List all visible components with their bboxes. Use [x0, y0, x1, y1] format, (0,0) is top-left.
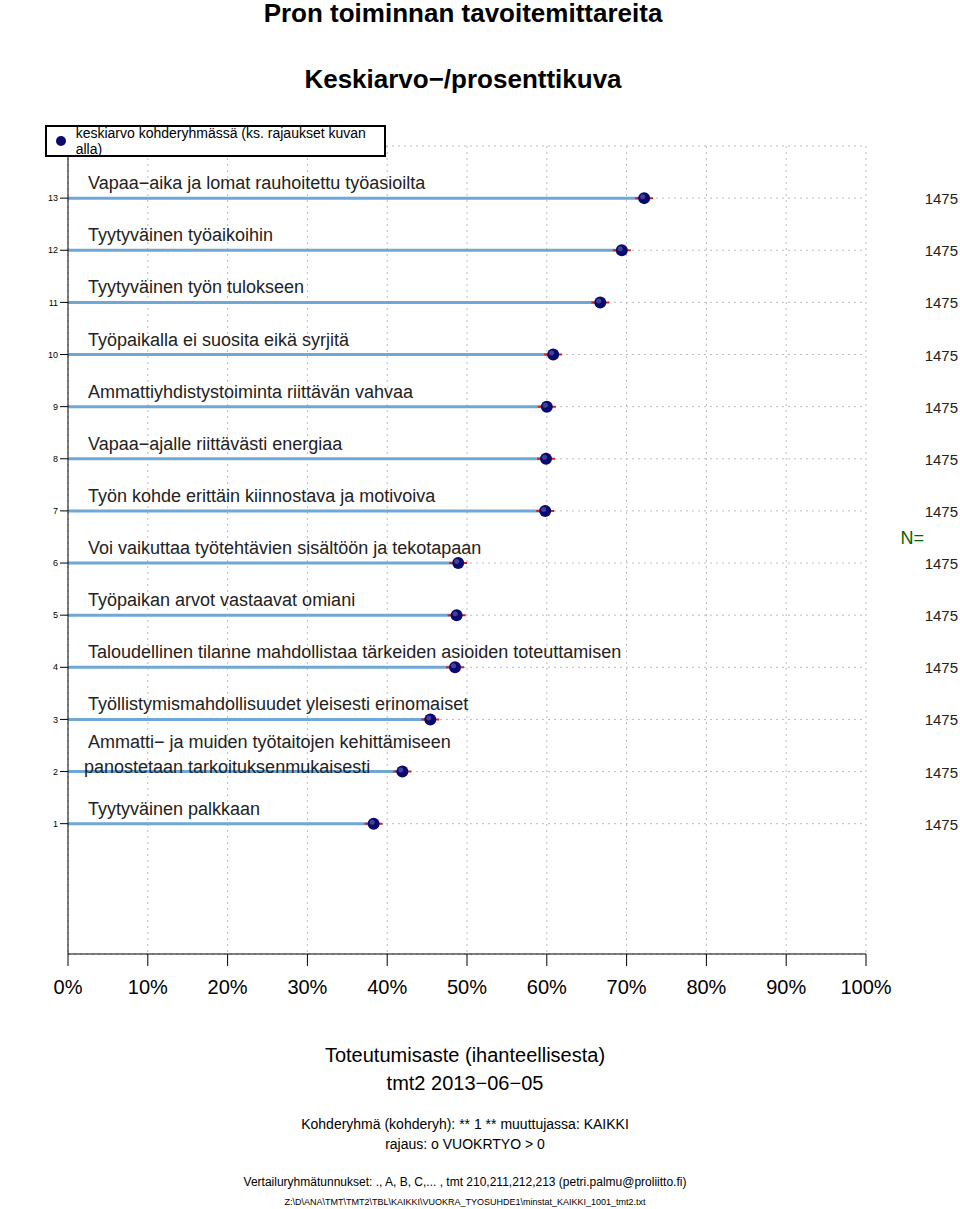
svg-text:9: 9 [53, 402, 58, 412]
svg-text:1475: 1475 [925, 659, 952, 676]
svg-text:40%: 40% [367, 976, 407, 998]
svg-text:Vapaa−ajalle riittävästi energ: Vapaa−ajalle riittävästi energiaa [88, 434, 343, 454]
svg-text:70%: 70% [607, 976, 647, 998]
svg-text:1475: 1475 [925, 555, 952, 572]
svg-text:3: 3 [53, 715, 58, 725]
svg-text:1475: 1475 [925, 399, 952, 416]
svg-text:Tyytyväinen työn tulokseen: Tyytyväinen työn tulokseen [88, 277, 304, 297]
svg-text:10%: 10% [128, 976, 168, 998]
svg-text:1475: 1475 [925, 190, 952, 207]
html-text:rajaus: o VUOKRTYO > 0: rajaus: o VUOKRTYO > 0 [385, 1136, 545, 1152]
svg-text:Ammatti− ja muiden työtaitojen: Ammatti− ja muiden työtaitojen kehittämi… [88, 732, 451, 752]
svg-text:5: 5 [53, 610, 58, 620]
svg-text:1475: 1475 [925, 764, 952, 781]
html-text:Keskiarvo−/prosenttikuva: Keskiarvo−/prosenttikuva [304, 64, 622, 94]
svg-text:12: 12 [48, 245, 58, 255]
svg-text:Tyytyväinen palkkaan: Tyytyväinen palkkaan [88, 799, 260, 819]
svg-text:100%: 100% [840, 976, 891, 998]
html-text:Kohderyhmä (kohderyh): ** 1 **: Kohderyhmä (kohderyh): ** 1 ** muuttujas… [301, 1116, 629, 1132]
svg-text:1475: 1475 [925, 451, 952, 468]
svg-text:Tyytyväinen työaikoihin: Tyytyväinen työaikoihin [88, 225, 273, 245]
svg-text:Työpaikan arvot vastaavat omia: Työpaikan arvot vastaavat omiani [88, 590, 355, 610]
html-text:keskiarvo kohderyhmässä (ks. r: keskiarvo kohderyhmässä (ks. rajaukset k… [75, 125, 366, 157]
svg-text:6: 6 [53, 558, 58, 568]
svg-text:1: 1 [53, 819, 58, 829]
html-text:Z:\D\ANA\TMT\TMT2\TBL\KAIKKI\V: Z:\D\ANA\TMT\TMT2\TBL\KAIKKI\VUOKRA_TYOS… [284, 1197, 646, 1207]
svg-text:Työpaikalla ei suosita eikä sy: Työpaikalla ei suosita eikä syrjitä [88, 330, 350, 350]
html-text:Vertailuryhmätunnukset: ., A,: Vertailuryhmätunnukset: ., A, B, C,... ,… [243, 1175, 687, 1189]
svg-text:Ammattiyhdistystoiminta riittä: Ammattiyhdistystoiminta riittävän vahvaa [88, 382, 414, 402]
svg-text:Työn kohde erittäin kiinnostav: Työn kohde erittäin kiinnostava ja motiv… [88, 486, 436, 506]
svg-text:1475: 1475 [925, 242, 952, 259]
svg-text:1475: 1475 [925, 816, 952, 833]
html-text:Toteutumisaste (ihanteellisest: Toteutumisaste (ihanteellisesta) [324, 1044, 606, 1066]
svg-text:0%: 0% [54, 976, 83, 998]
svg-text:1475: 1475 [925, 711, 952, 728]
svg-text:8: 8 [53, 454, 58, 464]
svg-text:1475: 1475 [925, 347, 952, 364]
svg-text:2: 2 [53, 767, 58, 777]
svg-text:90%: 90% [766, 976, 806, 998]
svg-text:50%: 50% [447, 976, 487, 998]
svg-text:1475: 1475 [925, 503, 952, 520]
html-text:tmt2 2013−06−05: tmt2 2013−06−05 [386, 1072, 544, 1094]
svg-text:13: 13 [48, 193, 58, 203]
html-text:N=: N= [900, 528, 924, 548]
svg-text:4: 4 [53, 662, 58, 672]
svg-text:Työllistymismahdollisuudet yle: Työllistymismahdollisuudet yleisesti eri… [88, 694, 468, 714]
svg-text:10: 10 [48, 350, 58, 360]
svg-text:Voi vaikuttaa työtehtävien sis: Voi vaikuttaa työtehtävien sisältöön ja … [88, 538, 481, 558]
svg-text:7: 7 [53, 506, 58, 516]
svg-text:1475: 1475 [925, 607, 952, 624]
svg-text:11: 11 [49, 298, 58, 308]
svg-text:60%: 60% [527, 976, 567, 998]
svg-text:30%: 30% [287, 976, 327, 998]
svg-text:Taloudellinen tilanne mahdolli: Taloudellinen tilanne mahdollistaa tärke… [88, 642, 621, 662]
svg-text:Vapaa−aika ja lomat rauhoitett: Vapaa−aika ja lomat rauhoitettu työasioi… [88, 173, 426, 193]
svg-text:80%: 80% [686, 976, 726, 998]
svg-text:20%: 20% [208, 976, 248, 998]
svg-text:panostetaan tarkoituksenmukais: panostetaan tarkoituksenmukaisesti [84, 757, 370, 777]
svg-text:1475: 1475 [925, 294, 952, 311]
